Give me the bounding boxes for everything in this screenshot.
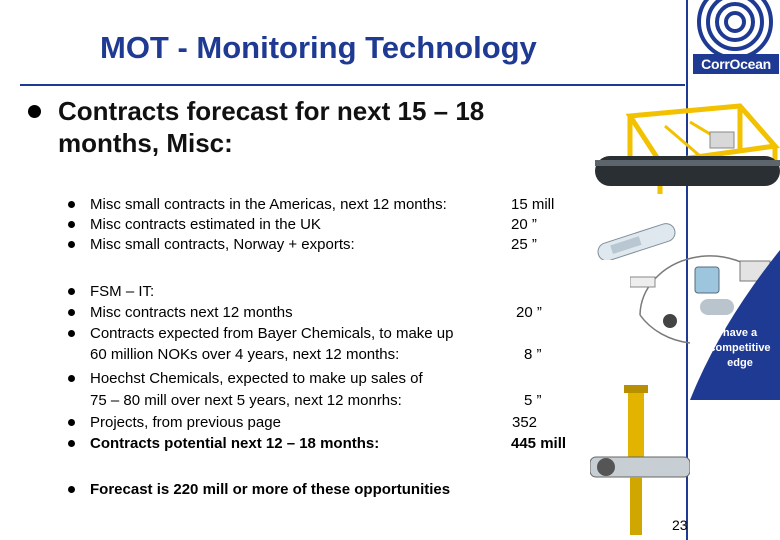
bullet-icon [68, 241, 75, 248]
monitoring-system-diagram [630, 255, 771, 344]
bullet-icon [28, 105, 41, 118]
bullet-icon [68, 375, 75, 382]
side-caption: have a competitive edge [709, 327, 771, 369]
bullet-icon [68, 440, 75, 447]
item-value: 8 ” [524, 346, 542, 363]
item-value: 5 ” [524, 392, 542, 409]
slide-title: MOT - Monitoring Technology [100, 30, 537, 65]
side-graphic [690, 250, 780, 400]
bullet-icon [68, 201, 75, 208]
right-divider [686, 0, 688, 540]
pipe-frame-equipment-image [595, 103, 780, 194]
item-value: 15 mill [511, 196, 555, 213]
main-bullet-line1: Contracts forecast for next 15 – 18 [58, 96, 485, 126]
bullet-icon [68, 309, 75, 316]
item-value: 20 ” [511, 216, 537, 233]
bullet-icon [68, 221, 75, 228]
bullet-icon [68, 486, 75, 493]
bullet-icon [68, 330, 75, 337]
item-value: 445 mill [511, 435, 567, 452]
main-bullet-line2: months, Misc: [58, 128, 233, 158]
inspection-tool-image [590, 385, 690, 535]
item-value: 25 ” [511, 236, 537, 253]
title-divider [20, 84, 685, 86]
item-value: 352 [512, 414, 538, 431]
sensor-cylinder-image [597, 223, 676, 260]
bullet-icon [68, 419, 75, 426]
page-number: 23 [672, 517, 688, 533]
bullet-icon [68, 288, 75, 295]
logo-wordmark: CorrOcean [693, 54, 779, 74]
item-value: 20 ” [516, 304, 542, 321]
